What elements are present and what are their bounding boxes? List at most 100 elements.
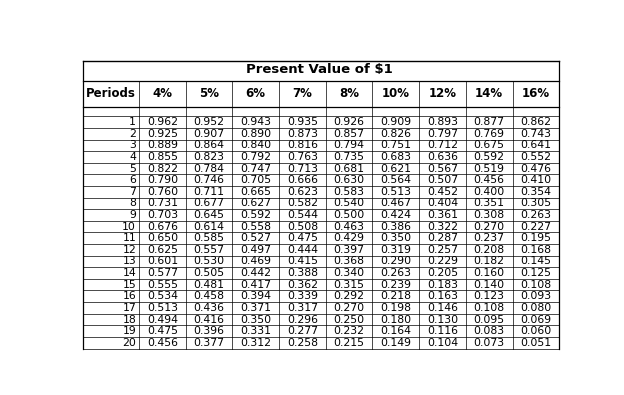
Text: 0.410: 0.410 [520, 175, 552, 185]
Text: 0.797: 0.797 [427, 129, 458, 139]
Text: 0.417: 0.417 [240, 280, 271, 290]
Text: 12: 12 [122, 245, 136, 255]
Text: 0.675: 0.675 [474, 141, 505, 150]
Text: 0.743: 0.743 [520, 129, 552, 139]
Text: 0.645: 0.645 [193, 210, 225, 220]
Text: 19: 19 [122, 326, 136, 336]
Text: 0.296: 0.296 [287, 314, 318, 325]
Text: 0.952: 0.952 [193, 117, 225, 127]
Text: 0.890: 0.890 [240, 129, 271, 139]
Text: 0.627: 0.627 [240, 198, 271, 209]
Text: 0.625: 0.625 [147, 245, 178, 255]
Text: 0.116: 0.116 [427, 326, 458, 336]
Text: 0.361: 0.361 [427, 210, 458, 220]
Text: 0.769: 0.769 [474, 129, 505, 139]
Text: 0.444: 0.444 [287, 245, 318, 255]
Text: 0.123: 0.123 [474, 291, 505, 301]
Text: 0.456: 0.456 [474, 175, 505, 185]
Text: 0.315: 0.315 [334, 280, 364, 290]
Text: 0.475: 0.475 [287, 233, 318, 243]
Text: 0.183: 0.183 [427, 280, 458, 290]
Text: 5: 5 [129, 164, 136, 174]
Text: 0.182: 0.182 [474, 256, 505, 267]
Text: 0.456: 0.456 [147, 338, 178, 348]
Text: 0.583: 0.583 [334, 187, 364, 197]
Text: 0.436: 0.436 [193, 303, 225, 313]
Text: 0.083: 0.083 [474, 326, 505, 336]
Text: 0.073: 0.073 [474, 338, 505, 348]
Text: 0.666: 0.666 [287, 175, 318, 185]
Text: 8%: 8% [339, 87, 359, 100]
Text: 0.458: 0.458 [193, 291, 225, 301]
Text: 0.287: 0.287 [427, 233, 458, 243]
Text: 0.339: 0.339 [287, 291, 318, 301]
Text: 0.925: 0.925 [147, 129, 178, 139]
Text: 16: 16 [122, 291, 136, 301]
Text: 0.784: 0.784 [193, 164, 225, 174]
Text: 0.108: 0.108 [474, 303, 505, 313]
Text: 0.351: 0.351 [474, 198, 505, 209]
Text: 0.060: 0.060 [520, 326, 552, 336]
Text: 0.792: 0.792 [240, 152, 271, 162]
Text: 0.263: 0.263 [520, 210, 552, 220]
Text: 0.416: 0.416 [193, 314, 225, 325]
Text: 0.354: 0.354 [520, 187, 552, 197]
Text: 0.340: 0.340 [334, 268, 364, 278]
Text: 0.614: 0.614 [193, 222, 225, 232]
Text: 20: 20 [122, 338, 136, 348]
Text: 0.208: 0.208 [474, 245, 505, 255]
Text: 0.555: 0.555 [147, 280, 178, 290]
Text: 0.452: 0.452 [427, 187, 458, 197]
Text: 0.258: 0.258 [287, 338, 318, 348]
Text: 0.862: 0.862 [520, 117, 552, 127]
Text: 10%: 10% [382, 87, 410, 100]
Text: 0.371: 0.371 [240, 303, 271, 313]
Text: 0.080: 0.080 [520, 303, 552, 313]
Text: 14%: 14% [475, 87, 503, 100]
Text: 0.362: 0.362 [287, 280, 318, 290]
Text: 0.763: 0.763 [287, 152, 318, 162]
Text: 0.601: 0.601 [147, 256, 178, 267]
Text: 0.907: 0.907 [193, 129, 225, 139]
Text: 0.873: 0.873 [287, 129, 318, 139]
Text: 0.317: 0.317 [287, 303, 318, 313]
Text: 0.257: 0.257 [427, 245, 458, 255]
Text: 0.308: 0.308 [474, 210, 505, 220]
Text: 6%: 6% [246, 87, 266, 100]
Text: 0.650: 0.650 [147, 233, 178, 243]
Text: 0.424: 0.424 [380, 210, 411, 220]
Text: 4: 4 [129, 152, 136, 162]
Text: 0.840: 0.840 [240, 141, 271, 150]
Text: 0.160: 0.160 [474, 268, 505, 278]
Text: 0.500: 0.500 [333, 210, 365, 220]
Text: 0.163: 0.163 [427, 291, 458, 301]
Text: 0.350: 0.350 [240, 314, 271, 325]
Text: 0.567: 0.567 [427, 164, 458, 174]
Text: 0.481: 0.481 [193, 280, 225, 290]
Text: 0.270: 0.270 [474, 222, 505, 232]
Text: 0.467: 0.467 [380, 198, 411, 209]
Text: 11: 11 [122, 233, 136, 243]
Text: 0.319: 0.319 [380, 245, 411, 255]
Text: 0.429: 0.429 [334, 233, 364, 243]
Text: 0.712: 0.712 [427, 141, 458, 150]
Text: 0.146: 0.146 [427, 303, 458, 313]
Text: 0.823: 0.823 [193, 152, 225, 162]
Text: 0.095: 0.095 [474, 314, 505, 325]
Text: 0.582: 0.582 [287, 198, 318, 209]
Text: 0.508: 0.508 [287, 222, 318, 232]
Text: 0.270: 0.270 [334, 303, 364, 313]
Text: 0.277: 0.277 [287, 326, 318, 336]
Text: 0.108: 0.108 [520, 280, 552, 290]
Text: 13: 13 [122, 256, 136, 267]
Text: 0.125: 0.125 [520, 268, 552, 278]
Text: 0.864: 0.864 [193, 141, 225, 150]
Text: 0.140: 0.140 [474, 280, 505, 290]
Text: 0.475: 0.475 [147, 326, 178, 336]
Text: 0.497: 0.497 [240, 245, 271, 255]
Text: 0.400: 0.400 [474, 187, 505, 197]
Text: 0.469: 0.469 [240, 256, 271, 267]
Text: 0.331: 0.331 [240, 326, 271, 336]
Text: 0.229: 0.229 [427, 256, 458, 267]
Text: 0.386: 0.386 [380, 222, 411, 232]
